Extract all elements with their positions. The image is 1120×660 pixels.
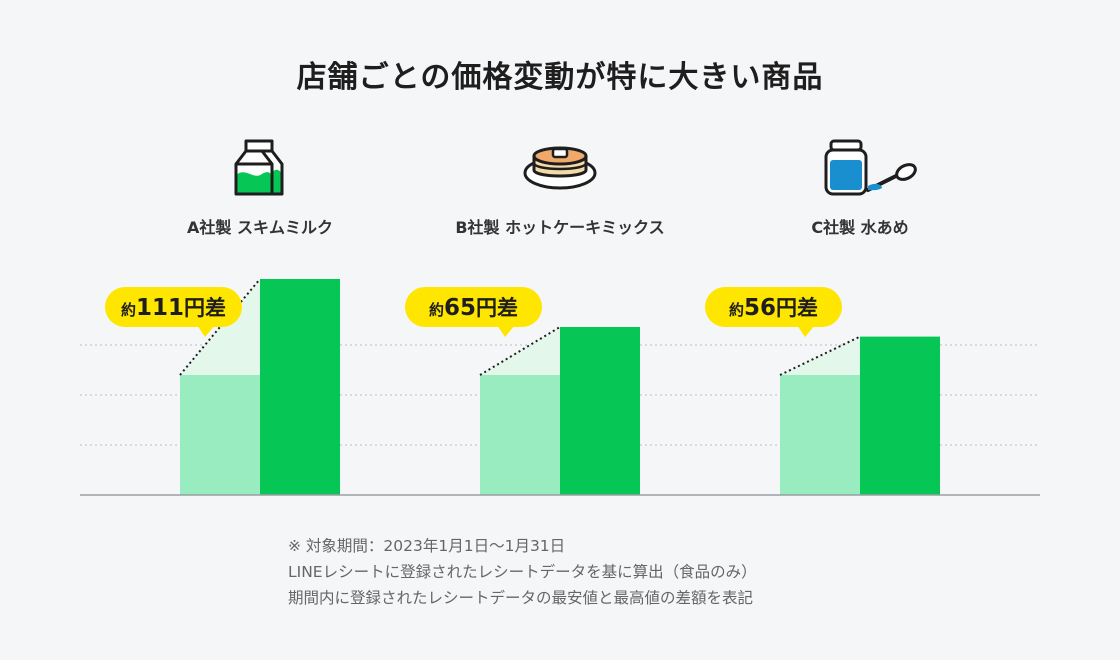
price-gap-line [479, 326, 561, 376]
high-price-bar [260, 279, 340, 495]
price-gap-line [179, 278, 261, 376]
price-gap-badge [705, 287, 842, 327]
footnote-source: LINEレシートに登録されたレシートデータを基に算出（食品のみ） [288, 563, 757, 581]
high-price-bar [560, 327, 640, 495]
price-gap-badge [105, 287, 242, 327]
product-label-b: B社製 ホットケーキミックス [455, 218, 665, 237]
price-gap-label: 約65円差 [429, 295, 518, 321]
pancake-icon [523, 146, 597, 190]
product-label-a: A社製 スキムミルク [187, 218, 333, 237]
milk-carton-icon [234, 139, 284, 196]
badge-pointer [197, 325, 215, 337]
footnote-method: 期間内に登録されたレシートデータの最安値と最高値の差額を表記 [288, 589, 754, 607]
footnote-period: ※ 対象期間：2023年1月1日〜1月31日 [288, 537, 566, 555]
badge-pointer [797, 325, 815, 337]
badge-pointer [497, 325, 515, 337]
high-price-bar [860, 336, 940, 495]
price-gap-badge [405, 287, 542, 327]
syrup-jar-icon [824, 139, 917, 196]
price-gap-label: 約56円差 [729, 295, 818, 321]
product-label-c: C社製 水あめ [811, 218, 909, 237]
low-price-bar [180, 375, 260, 495]
chart-title: 店舗ごとの価格変動が特に大きい商品 [296, 60, 824, 95]
bar-chart: 約111円差 約65円差 約56円差 [80, 278, 1040, 496]
low-price-bar [780, 375, 860, 495]
footnotes: ※ 対象期間：2023年1月1日〜1月31日 LINEレシートに登録されたレシー… [288, 533, 757, 611]
price-gap-label: 約111円差 [121, 295, 226, 321]
low-price-bar [480, 375, 560, 495]
